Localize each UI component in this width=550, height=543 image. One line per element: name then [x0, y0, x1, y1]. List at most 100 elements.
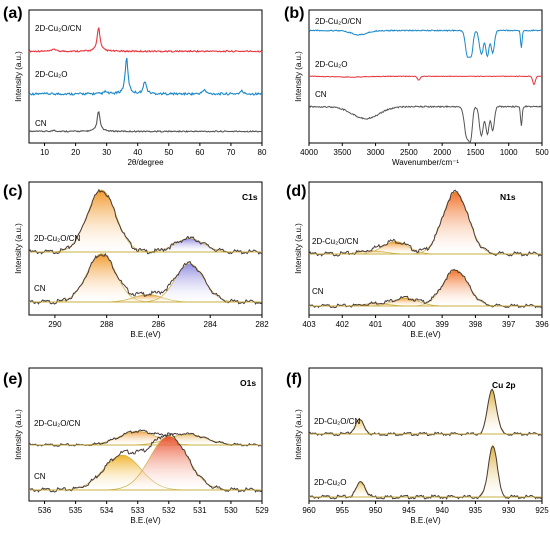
- envelope-line: [28, 252, 263, 305]
- x-tick-label: 536: [38, 506, 52, 515]
- panel-letter: (a): [3, 5, 23, 22]
- x-tick-label: 398: [469, 320, 483, 329]
- plot-frame: [28, 367, 263, 502]
- x-tick-label: 4000: [300, 148, 318, 157]
- x-tick-label: 529: [255, 506, 269, 515]
- series-label: 2D-Cu₂O: [314, 478, 346, 487]
- x-tick-label: 30: [102, 148, 111, 157]
- x-tick-label: 925: [535, 506, 549, 515]
- plot-frame: [308, 181, 543, 316]
- series-line: [308, 105, 542, 144]
- x-tick-label: 397: [502, 320, 516, 329]
- series-label: 2D-Cu₂O: [35, 70, 67, 79]
- series-label: 2D-Cu₂O/CN: [35, 24, 81, 33]
- peak-label: O1s: [240, 378, 256, 388]
- series-line: [28, 111, 263, 133]
- y-axis-label: Intensity (a.u.): [294, 51, 303, 102]
- x-tick-label: 70: [226, 148, 235, 157]
- x-tick-label: 1500: [467, 148, 485, 157]
- x-tick-label: 402: [336, 320, 350, 329]
- series-line: [28, 27, 263, 53]
- panel-b: 4000 3500 3000 2500 2000 1500 1000 500 Wavenumbe…: [294, 9, 549, 167]
- x-tick-label: 3500: [333, 148, 351, 157]
- panel-c: 290 288 286 284 282 B.E.(eV) Intensity (a.u.) C…: [14, 181, 269, 339]
- x-tick-label: 532: [162, 506, 176, 515]
- x-tick-label: 940: [435, 506, 449, 515]
- panel-letter: (b): [284, 5, 304, 22]
- panel-letter: (e): [3, 371, 23, 388]
- x-tick-label: 284: [204, 320, 218, 329]
- y-axis-label: Intensity (a.u.): [294, 223, 303, 274]
- x-tick-label: 2500: [400, 148, 418, 157]
- x-tick-label: 400: [402, 320, 416, 329]
- component-peak: [29, 430, 262, 446]
- envelope-line: [308, 388, 543, 437]
- y-axis-label: Intensity (a.u.): [14, 223, 23, 274]
- x-axis-label: Wavenumber/cm⁻¹: [392, 158, 459, 167]
- x-tick-label: 950: [369, 506, 383, 515]
- x-tick-label: 50: [164, 148, 173, 157]
- peak-label: N1s: [500, 192, 516, 202]
- x-axis-label: B.E.(eV): [130, 516, 161, 525]
- series-label: CN: [35, 119, 47, 128]
- x-axis-label: B.E.(eV): [130, 330, 161, 339]
- x-tick-label: 2000: [433, 148, 451, 157]
- x-tick-label: 530: [224, 506, 238, 515]
- component-peak: [309, 388, 542, 435]
- peak-label: Cu 2p: [492, 380, 516, 390]
- panel-letter: (c): [3, 183, 23, 200]
- x-tick-label: 288: [100, 320, 114, 329]
- series-label: 2D-Cu₂O/CN: [315, 17, 361, 26]
- component-peak: [309, 269, 542, 307]
- x-tick-label: 403: [302, 320, 316, 329]
- x-tick-label: 535: [69, 506, 83, 515]
- series-label: 2D-Cu₂O/CN: [314, 417, 360, 426]
- series-line: [308, 29, 542, 58]
- x-tick-label: 955: [336, 506, 350, 515]
- panel-letter: (f): [286, 371, 302, 388]
- panel-e: 536 535 534 533 532 531 530 529 B.E.(eV) Intensit…: [14, 367, 269, 525]
- x-tick-label: 1000: [500, 148, 518, 157]
- y-axis-label: Intensity (a.u.): [294, 409, 303, 460]
- panel-a: 10 20 30 40 50 60 70 80 2θ/degree Intensity (a.u.…: [14, 9, 267, 167]
- x-axis-label: B.E.(eV): [410, 516, 441, 525]
- series-label: 2D-Cu₂O/CN: [312, 237, 358, 246]
- x-tick-label: 396: [535, 320, 549, 329]
- x-tick-label: 3000: [367, 148, 385, 157]
- x-tick-label: 401: [369, 320, 383, 329]
- x-tick-label: 935: [469, 506, 483, 515]
- x-tick-label: 531: [193, 506, 207, 515]
- series-line: [308, 75, 542, 86]
- series-label: CN: [315, 90, 327, 99]
- x-tick-label: 960: [302, 506, 316, 515]
- series-label: CN: [312, 287, 324, 296]
- x-axis-label: B.E.(eV): [410, 330, 441, 339]
- x-tick-label: 40: [133, 148, 142, 157]
- x-axis-label: 2θ/degree: [127, 158, 164, 167]
- y-axis-label: Intensity (a.u.): [14, 51, 23, 102]
- x-tick-label: 945: [402, 506, 416, 515]
- x-tick-label: 80: [258, 148, 267, 157]
- series-label: 2D-Cu₂O/CN: [34, 234, 80, 243]
- panel-d: 403 402 401 400 399 398 397 396 B.E.(eV) Intensit…: [294, 181, 549, 339]
- x-tick-label: 534: [100, 506, 114, 515]
- x-tick-label: 500: [535, 148, 549, 157]
- x-tick-label: 533: [131, 506, 145, 515]
- x-tick-label: 282: [255, 320, 269, 329]
- envelope-line: [308, 189, 543, 257]
- y-axis-label: Intensity (a.u.): [14, 409, 23, 460]
- series-label: CN: [34, 472, 46, 481]
- envelope-line: [308, 445, 543, 500]
- x-tick-label: 290: [48, 320, 62, 329]
- series-label: 2D-Cu₂O: [315, 60, 347, 69]
- x-tick-label: 10: [40, 148, 49, 157]
- x-tick-label: 20: [71, 148, 80, 157]
- x-tick-label: 286: [152, 320, 166, 329]
- series-line: [28, 57, 263, 97]
- x-tick-label: 930: [502, 506, 516, 515]
- plot-frame: [28, 181, 263, 316]
- plot-frame: [28, 9, 263, 144]
- series-label: 2D-Cu₂O/CN: [34, 419, 80, 428]
- series-label: CN: [34, 284, 46, 293]
